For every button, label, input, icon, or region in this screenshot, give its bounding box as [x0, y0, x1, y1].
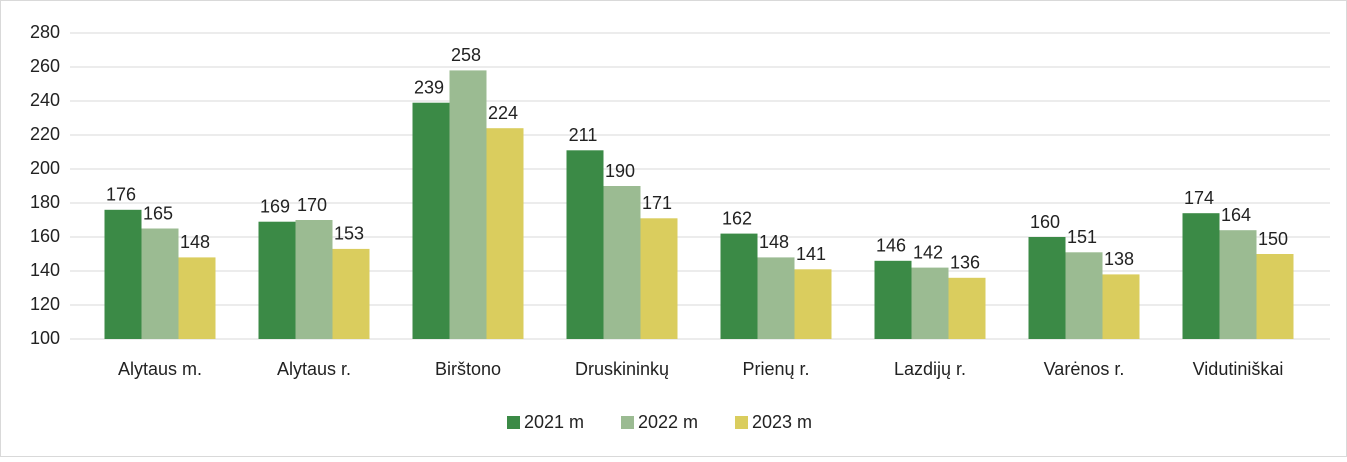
- bar: [1182, 213, 1220, 339]
- bar: [720, 233, 758, 339]
- bar: [295, 220, 333, 339]
- bar: [178, 257, 216, 339]
- data-label: 146: [876, 236, 906, 256]
- x-tick-label: Alytaus m.: [118, 359, 202, 379]
- bar: [258, 221, 296, 339]
- legend-swatch: [735, 416, 748, 429]
- y-tick-label: 160: [30, 226, 60, 246]
- bar: [141, 228, 179, 339]
- bar: [603, 186, 641, 339]
- data-label: 148: [180, 232, 210, 252]
- bar: [640, 218, 678, 339]
- data-label: 170: [297, 195, 327, 215]
- data-label: 151: [1067, 227, 1097, 247]
- y-tick-label: 220: [30, 124, 60, 144]
- bar: [1219, 230, 1257, 339]
- bar: [412, 102, 450, 339]
- bar: [1102, 274, 1140, 339]
- data-label: 176: [106, 185, 136, 205]
- y-tick-label: 100: [30, 328, 60, 348]
- data-label: 136: [950, 253, 980, 273]
- y-tick-label: 120: [30, 294, 60, 314]
- data-label: 162: [722, 208, 752, 228]
- data-label: 211: [569, 125, 598, 145]
- data-label: 171: [642, 193, 672, 213]
- data-label: 153: [334, 224, 364, 244]
- data-label: 169: [260, 196, 290, 216]
- bar: [794, 269, 832, 339]
- x-tick-label: Lazdijų r.: [894, 359, 966, 379]
- data-label: 141: [796, 244, 826, 264]
- y-tick-label: 240: [30, 90, 60, 110]
- y-tick-label: 260: [30, 56, 60, 76]
- data-label: 160: [1030, 212, 1060, 232]
- y-tick-label: 140: [30, 260, 60, 280]
- bar: [1065, 252, 1103, 339]
- data-label: 190: [605, 161, 635, 181]
- data-label: 142: [913, 242, 943, 262]
- bar: [911, 267, 949, 339]
- data-label: 174: [1184, 188, 1214, 208]
- bar: [1256, 254, 1294, 339]
- bar: [1028, 237, 1066, 339]
- data-label: 258: [451, 45, 481, 65]
- bar: [104, 209, 142, 339]
- x-tick-label: Vidutiniškai: [1193, 359, 1284, 379]
- x-tick-label: Druskininkų: [575, 359, 669, 379]
- bar: [948, 277, 986, 339]
- data-label: 239: [414, 77, 444, 97]
- y-tick-label: 180: [30, 192, 60, 212]
- data-label: 224: [488, 103, 518, 123]
- data-label: 148: [759, 232, 789, 252]
- x-tick-label: Prienų r.: [742, 359, 809, 379]
- data-label: 164: [1221, 205, 1251, 225]
- x-tick-label: Varėnos r.: [1044, 359, 1125, 379]
- bar: [757, 257, 795, 339]
- legend-label: 2021 m: [524, 412, 584, 432]
- data-label: 138: [1104, 249, 1134, 269]
- legend-swatch: [621, 416, 634, 429]
- data-label: 150: [1258, 229, 1288, 249]
- y-tick-label: 280: [30, 22, 60, 42]
- legend-label: 2023 m: [752, 412, 812, 432]
- legend-swatch: [507, 416, 520, 429]
- bar: [486, 128, 524, 339]
- x-tick-label: Alytaus r.: [277, 359, 351, 379]
- bar: [874, 260, 912, 339]
- bar: [566, 150, 604, 339]
- data-label: 165: [143, 203, 173, 223]
- x-tick-label: Birštono: [435, 359, 501, 379]
- legend-label: 2022 m: [638, 412, 698, 432]
- y-tick-label: 200: [30, 158, 60, 178]
- bar: [449, 70, 487, 340]
- bar: [332, 248, 370, 339]
